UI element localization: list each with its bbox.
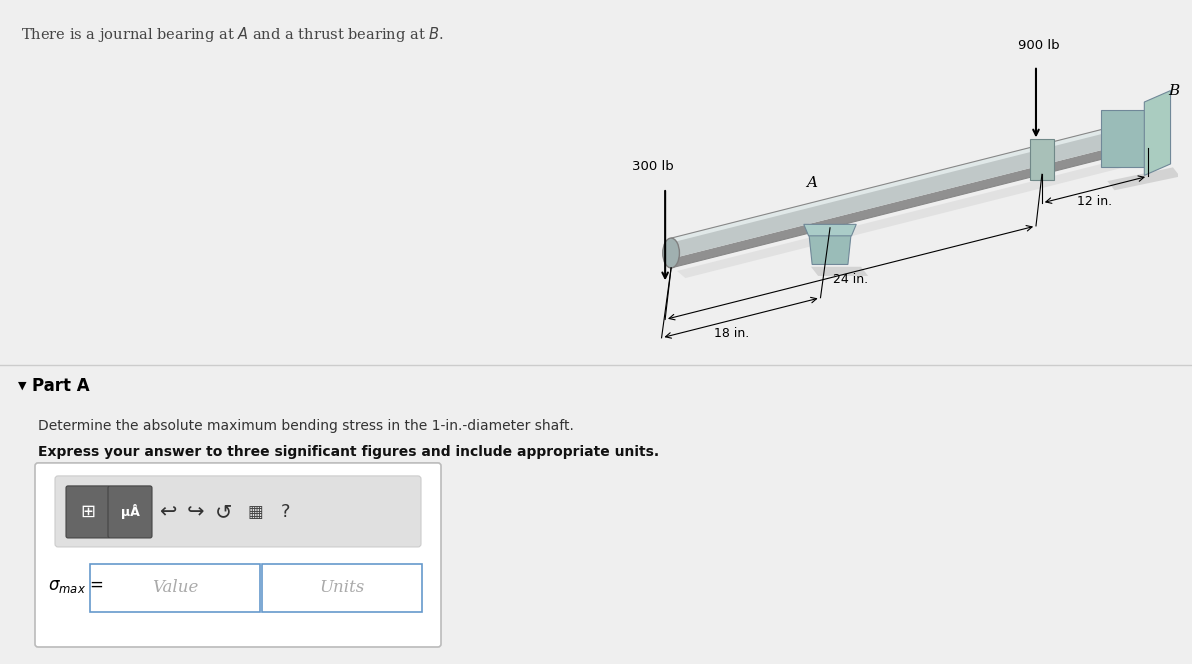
Text: Determine the absolute maximum bending stress in the 1-in.-diameter shaft.: Determine the absolute maximum bending s… xyxy=(38,419,573,433)
Text: B: B xyxy=(1168,84,1179,98)
Text: 900 lb: 900 lb xyxy=(1018,39,1060,52)
Text: There is a journal bearing at $A$ and a thrust bearing at $B$.: There is a journal bearing at $A$ and a … xyxy=(21,25,445,44)
Polygon shape xyxy=(811,267,868,276)
Text: ↩: ↩ xyxy=(160,502,176,522)
Text: 12 in.: 12 in. xyxy=(1078,195,1112,208)
Text: ▦: ▦ xyxy=(247,503,263,521)
FancyBboxPatch shape xyxy=(55,476,421,547)
Text: 24 in.: 24 in. xyxy=(833,273,868,286)
Text: ↪: ↪ xyxy=(187,502,205,522)
FancyBboxPatch shape xyxy=(66,486,110,538)
Text: ?: ? xyxy=(280,503,290,521)
Ellipse shape xyxy=(663,238,679,268)
FancyBboxPatch shape xyxy=(108,486,153,538)
Polygon shape xyxy=(808,230,851,264)
Polygon shape xyxy=(1030,139,1054,180)
Text: $\sigma_{max}$ =: $\sigma_{max}$ = xyxy=(48,577,104,595)
Text: 18 in.: 18 in. xyxy=(714,327,749,340)
Polygon shape xyxy=(671,118,1148,259)
Text: ↺: ↺ xyxy=(216,502,232,522)
Polygon shape xyxy=(671,138,1148,268)
Text: Express your answer to three significant figures and include appropriate units.: Express your answer to three significant… xyxy=(38,445,659,459)
FancyBboxPatch shape xyxy=(35,463,441,647)
Polygon shape xyxy=(677,151,1162,278)
Text: A: A xyxy=(806,175,818,189)
Text: Units: Units xyxy=(319,580,365,596)
FancyBboxPatch shape xyxy=(262,564,422,612)
Polygon shape xyxy=(1144,90,1171,175)
Text: Value: Value xyxy=(151,580,198,596)
Polygon shape xyxy=(803,224,856,236)
Text: ▼: ▼ xyxy=(18,381,26,391)
Text: ⊞: ⊞ xyxy=(80,503,95,521)
Text: 300 lb: 300 lb xyxy=(632,160,673,173)
Text: μÅ: μÅ xyxy=(120,505,139,519)
Polygon shape xyxy=(1101,110,1147,167)
Polygon shape xyxy=(1107,167,1180,191)
FancyBboxPatch shape xyxy=(91,564,260,612)
Polygon shape xyxy=(671,118,1148,243)
Text: Part A: Part A xyxy=(32,377,89,395)
